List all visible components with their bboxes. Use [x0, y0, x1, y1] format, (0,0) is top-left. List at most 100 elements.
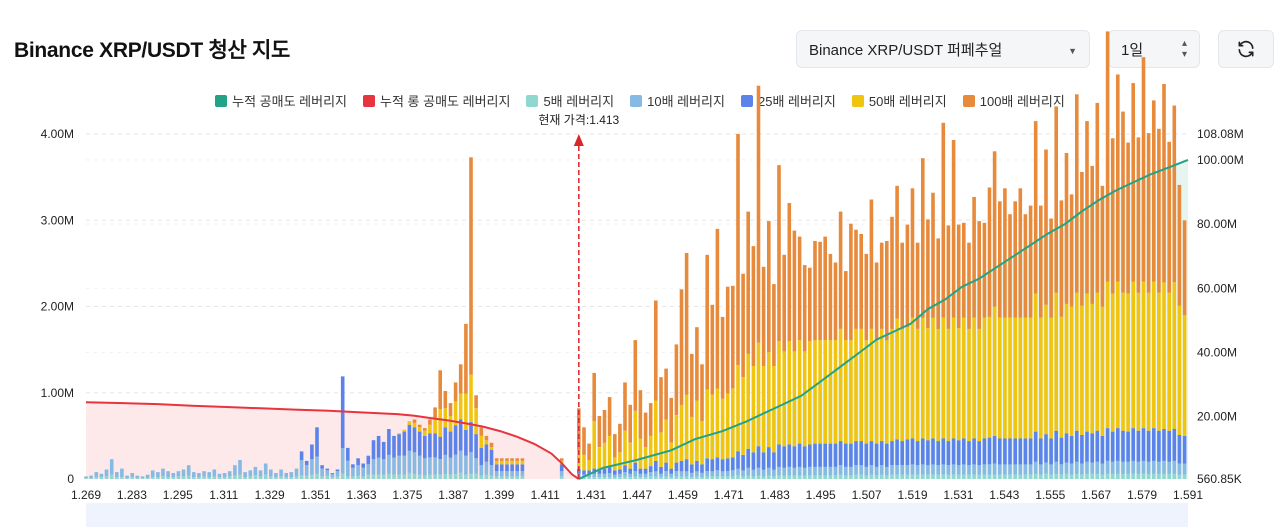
bar-segment — [987, 316, 992, 438]
bar-segment — [787, 444, 792, 467]
bar-segment — [253, 466, 258, 476]
bar-segment — [269, 476, 273, 479]
bar-segment — [967, 242, 971, 329]
bar-segment — [474, 434, 478, 459]
legend-item[interactable]: 5배 레버리지 — [526, 91, 614, 110]
bar-segment — [515, 464, 519, 472]
bar-segment — [1028, 464, 1033, 475]
bar-segment — [423, 430, 427, 436]
bar-segment — [1064, 303, 1069, 434]
bar-segment — [623, 476, 627, 479]
bar-segment — [946, 474, 951, 479]
bar-segment — [946, 328, 951, 441]
refresh-icon — [1238, 40, 1254, 58]
bar-segment — [489, 447, 494, 450]
bar-segment — [315, 456, 319, 474]
bar-segment — [109, 474, 114, 479]
bar-segment — [659, 473, 663, 478]
bar-segment — [607, 477, 612, 479]
bar-segment — [104, 476, 109, 479]
bar-segment — [669, 397, 673, 443]
bar-segment — [428, 424, 432, 434]
bar-segment — [679, 471, 684, 477]
bar-segment — [1054, 461, 1058, 474]
bar-segment — [1172, 460, 1177, 474]
bar-segment — [951, 317, 956, 439]
legend-item[interactable]: 10배 레버리지 — [630, 91, 725, 110]
bar-segment — [905, 327, 910, 440]
legend-item[interactable]: 25배 레버리지 — [740, 91, 836, 110]
bar-segment — [751, 246, 756, 366]
bar-segment — [638, 477, 643, 479]
bar-segment — [356, 458, 360, 466]
bar-segment — [679, 476, 684, 479]
bar-segment — [818, 340, 822, 444]
bar-segment — [982, 438, 987, 465]
bar-segment — [325, 475, 330, 479]
bar-segment — [838, 211, 843, 329]
bar-segment — [1095, 292, 1100, 431]
bar-segment — [998, 438, 1002, 465]
bar-segment — [643, 412, 648, 448]
legend-item[interactable]: 누적 롱 공매도 레버리지 — [363, 91, 510, 110]
bar-segment — [956, 328, 961, 441]
bar-segment — [304, 465, 309, 476]
bar-segment — [623, 430, 627, 466]
bar-segment — [684, 253, 689, 395]
bar-segment — [417, 431, 422, 456]
bar-segment — [746, 211, 750, 354]
y-right-tick-label: 20.00M — [1197, 410, 1237, 424]
bar-segment — [633, 471, 638, 477]
bar-segment — [1054, 106, 1058, 293]
bar-segment — [1023, 214, 1028, 318]
legend-item[interactable]: 50배 레버리지 — [851, 91, 947, 110]
bar-segment — [818, 241, 822, 341]
bar-segment — [443, 391, 448, 409]
bar-segment — [335, 476, 340, 479]
bar-segment — [736, 365, 740, 452]
bar-segment — [1033, 293, 1038, 432]
short-cumulative-line — [578, 158, 1189, 480]
bar-segment — [962, 474, 966, 479]
range-slider[interactable] — [86, 503, 1188, 527]
market-select[interactable]: Binance XRP/USDT 퍼페추얼 ▼ — [796, 30, 1090, 68]
bar-segment — [1157, 128, 1161, 293]
bar-segment — [823, 475, 827, 479]
legend-label: 누적 롱 공매도 레버리지 — [380, 94, 511, 109]
refresh-button[interactable] — [1218, 30, 1274, 68]
bar-segment — [376, 435, 381, 458]
bar-segment — [828, 475, 833, 479]
legend-item[interactable]: 100배 레버리지 — [962, 91, 1065, 110]
bar-segment — [1121, 430, 1125, 462]
bar-segment — [720, 471, 725, 477]
bar-segment — [669, 442, 673, 469]
bar-segment — [982, 464, 987, 475]
bar-segment — [613, 470, 617, 475]
bar-segment — [1162, 473, 1166, 479]
bar-segment — [1008, 438, 1012, 465]
bar-segment — [510, 460, 514, 465]
bar-segment — [921, 158, 925, 318]
bar-segment — [900, 465, 904, 475]
bar-segment — [320, 468, 324, 477]
bar-segment — [489, 475, 494, 479]
bar-segment — [844, 340, 848, 444]
legend-swatch — [962, 94, 975, 107]
legend-swatch — [630, 94, 643, 107]
bar-segment — [767, 352, 771, 448]
bar-segment — [1095, 430, 1100, 462]
bar-segment — [659, 432, 663, 467]
bar-segment — [310, 444, 314, 460]
bar-segment — [1023, 474, 1028, 479]
bar-segment — [1090, 433, 1094, 463]
bar-segment — [197, 477, 201, 479]
bar-segment — [854, 474, 858, 479]
bar-segment — [1003, 464, 1007, 475]
bar-segment — [1172, 473, 1177, 479]
current-price-label: 현재 가격:1.413 — [538, 113, 619, 127]
bar-segment — [695, 476, 699, 479]
period-select[interactable]: 1일 ▴ ▾ — [1108, 30, 1200, 68]
bar-segment — [859, 328, 863, 441]
legend-item[interactable]: 누적 공매도 레버리지 — [215, 91, 347, 110]
bar-segment — [1008, 464, 1012, 475]
